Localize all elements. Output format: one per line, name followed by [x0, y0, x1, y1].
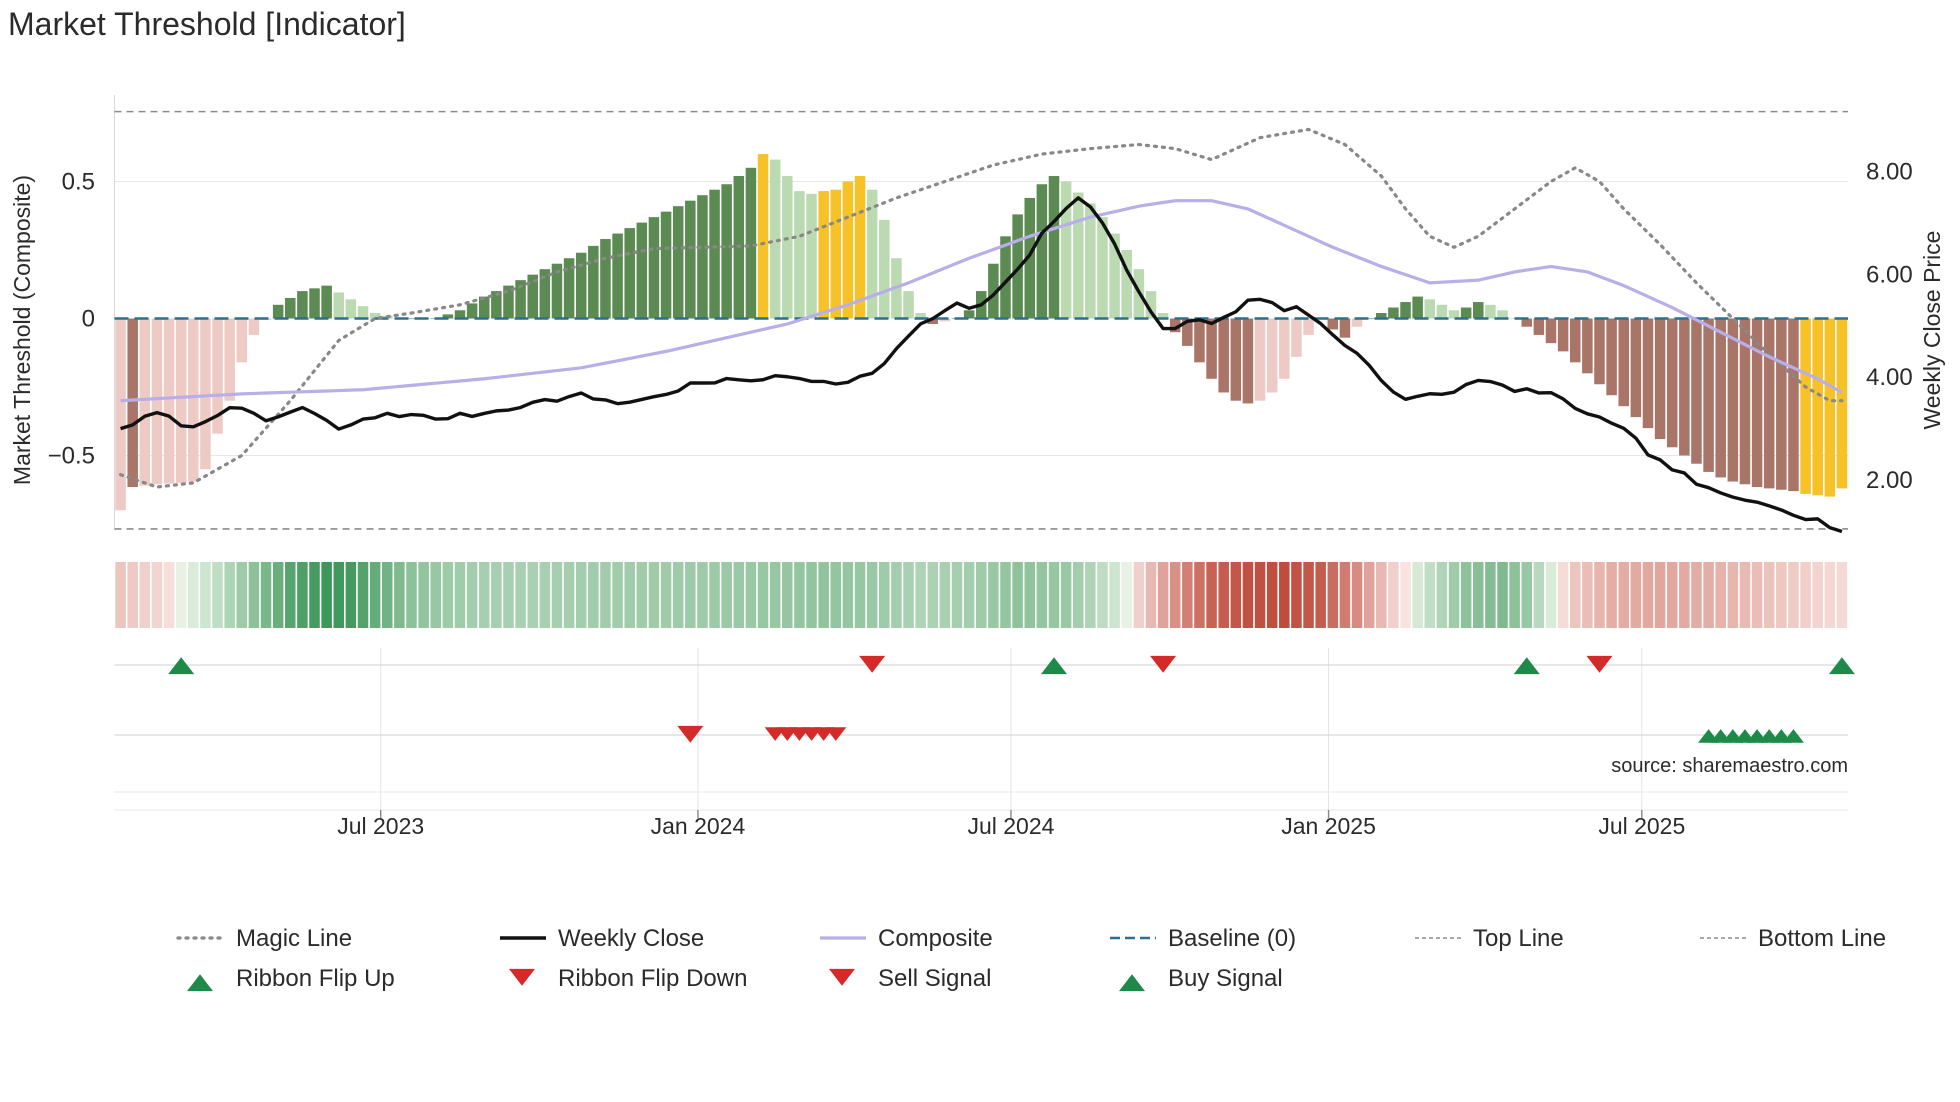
- svg-text:Baseline (0): Baseline (0): [1168, 925, 1296, 952]
- svg-text:Weekly Close Price: Weekly Close Price: [1919, 231, 1945, 430]
- svg-text:Buy Signal: Buy Signal: [1168, 965, 1283, 992]
- svg-text:Jul 2025: Jul 2025: [1598, 813, 1685, 839]
- svg-text:Jul 2023: Jul 2023: [337, 813, 424, 839]
- svg-text:source: sharemaestro.com: source: sharemaestro.com: [1611, 755, 1848, 777]
- svg-text:Jul 2024: Jul 2024: [967, 813, 1054, 839]
- svg-text:2.00: 2.00: [1866, 467, 1913, 494]
- svg-text:Bottom Line: Bottom Line: [1758, 925, 1886, 952]
- svg-text:Weekly Close: Weekly Close: [558, 925, 704, 952]
- svg-text:4.00: 4.00: [1866, 364, 1913, 391]
- svg-text:6.00: 6.00: [1866, 261, 1913, 288]
- svg-text:Ribbon Flip Down: Ribbon Flip Down: [558, 965, 747, 992]
- svg-text:Ribbon Flip Up: Ribbon Flip Up: [236, 965, 395, 992]
- svg-text:Magic Line: Magic Line: [236, 925, 352, 952]
- svg-text:Jan 2024: Jan 2024: [651, 813, 746, 839]
- svg-text:−0.5: −0.5: [48, 443, 95, 470]
- svg-text:Sell Signal: Sell Signal: [878, 965, 991, 992]
- svg-text:Top Line: Top Line: [1473, 925, 1564, 952]
- svg-text:0.5: 0.5: [62, 169, 95, 196]
- svg-text:Jan 2025: Jan 2025: [1281, 813, 1376, 839]
- svg-text:Composite: Composite: [878, 925, 993, 952]
- svg-text:0: 0: [82, 306, 95, 333]
- svg-text:8.00: 8.00: [1866, 158, 1913, 185]
- svg-text:Market Threshold (Composite): Market Threshold (Composite): [9, 175, 35, 485]
